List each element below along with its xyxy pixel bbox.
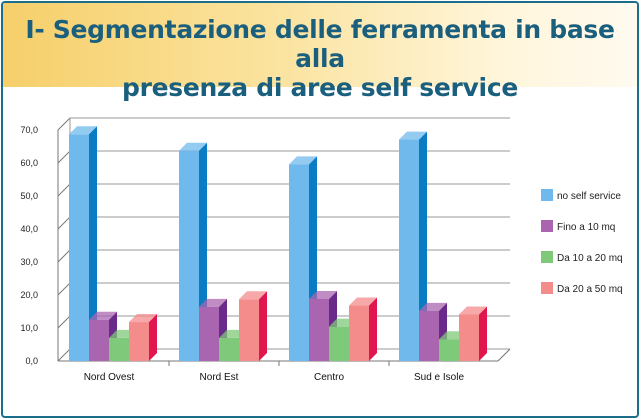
title-line-2: presenza di aree self service — [121, 73, 518, 102]
chart-title: I- Segmentazione delle ferramenta in bas… — [3, 15, 637, 102]
title-line-1: I- Segmentazione delle ferramenta in bas… — [25, 15, 615, 73]
bar-da-10-a-20-mq — [219, 337, 239, 361]
bar-fino-a-10-mq — [419, 310, 439, 361]
axis-tick — [57, 282, 71, 296]
bar-top — [309, 290, 337, 299]
bar-side — [479, 306, 487, 361]
bar-side — [259, 291, 267, 361]
x-tick-label: Nord Est — [200, 372, 239, 383]
legend-label: Da 10 a 20 mq — [557, 253, 623, 264]
bar-no-self-service — [289, 164, 309, 361]
legend-swatch — [541, 220, 553, 232]
x-tick-label: Nord Ovest — [84, 372, 135, 383]
bar-side — [89, 126, 97, 361]
bar-da-20-a-50-mq — [129, 322, 149, 361]
axis-tick — [57, 315, 71, 329]
axis-tick — [57, 249, 71, 263]
axis-tick — [57, 183, 71, 197]
bar-da-10-a-20-mq — [439, 339, 459, 361]
legend-swatch — [541, 251, 553, 263]
axis-tick — [57, 216, 71, 230]
bar-top — [289, 156, 317, 165]
bar-top — [129, 314, 157, 323]
bar-top — [199, 298, 227, 307]
y-tick-label: 50,0 — [20, 191, 38, 201]
bar-da-20-a-50-mq — [459, 314, 479, 361]
legend-swatch — [541, 189, 553, 201]
bar-top — [459, 306, 487, 315]
y-tick-label: 70,0 — [20, 125, 38, 135]
y-tick-label: 20,0 — [20, 290, 38, 300]
x-tick-label: Sud e Isole — [414, 372, 464, 383]
bar-side — [419, 131, 427, 361]
floor-edge — [497, 348, 511, 362]
y-tick-label: 40,0 — [20, 224, 38, 234]
bar-no-self-service — [399, 139, 419, 361]
legend-label: Da 20 a 50 mq — [557, 284, 623, 295]
bar-da-20-a-50-mq — [349, 305, 369, 361]
bar-top — [89, 311, 117, 320]
axis-tick — [57, 348, 71, 362]
bar-da-10-a-20-mq — [109, 337, 129, 361]
axis-tick — [57, 117, 71, 131]
bar-top — [239, 291, 267, 300]
bar-da-10-a-20-mq — [329, 326, 349, 361]
bar-top — [419, 302, 447, 311]
bar-da-20-a-50-mq — [239, 299, 259, 361]
bar-fino-a-10-mq — [199, 306, 219, 361]
bar-top — [399, 131, 427, 140]
bar-side — [369, 297, 377, 361]
bar-no-self-service — [69, 134, 89, 361]
y-tick-label: 0,0 — [25, 356, 38, 366]
bar-side — [149, 314, 157, 361]
y-tick-label: 60,0 — [20, 158, 38, 168]
legend-label: Fino a 10 mq — [557, 222, 615, 233]
y-tick-label: 10,0 — [20, 323, 38, 333]
bar-top — [69, 126, 97, 135]
bar-no-self-service — [179, 150, 199, 361]
bar-fino-a-10-mq — [89, 319, 109, 361]
title-banner: I- Segmentazione delle ferramenta in bas… — [3, 3, 637, 102]
legend-label: no self service — [557, 191, 621, 202]
bar-top — [179, 142, 207, 151]
bar-top — [349, 297, 377, 306]
x-tick-label: Centro — [314, 372, 344, 383]
y-tick-label: 30,0 — [20, 257, 38, 267]
axis-tick — [57, 150, 71, 164]
bar-fino-a-10-mq — [309, 298, 329, 361]
legend-swatch — [541, 282, 553, 294]
